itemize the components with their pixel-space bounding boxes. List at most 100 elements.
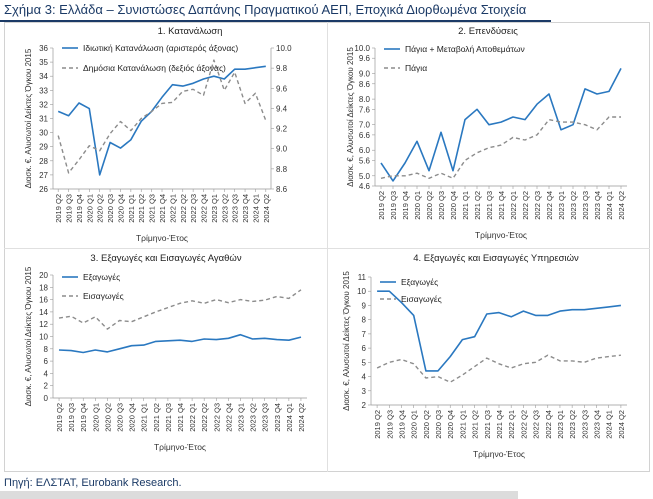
y-tick-label: 8 — [362, 316, 367, 325]
y2-tick-label: 8.8 — [276, 165, 288, 174]
x-tick-label: 2022 Q1 — [168, 194, 177, 223]
legend-label: Εξαγωγές — [401, 277, 438, 287]
x-tick-label: 2019 Q3 — [385, 410, 394, 439]
y2-tick-label: 9.6 — [276, 84, 288, 93]
series-line-1 — [58, 333, 302, 354]
x-tick-label: 2022 Q4 — [224, 403, 233, 432]
legend-label: Εισαγωγές — [401, 294, 442, 304]
y-tick-label: 34 — [39, 72, 48, 81]
x-tick-label: 2020 Q2 — [96, 194, 105, 223]
legend-label: Πάγια — [405, 63, 427, 73]
y-tick-label: 5 — [362, 358, 367, 367]
x-tick-label: 2024 Q1 — [251, 194, 260, 223]
y2-tick-label: 9.0 — [276, 145, 288, 154]
y-tick-label: 6 — [44, 357, 49, 366]
x-tick-label: 2019 Q4 — [397, 410, 406, 439]
y2-tick-label: 9.4 — [276, 104, 288, 113]
y-tick-label: 11 — [358, 273, 367, 282]
x-tick-label: 2021 Q3 — [485, 191, 494, 220]
x-tick-label: 2020 Q4 — [128, 403, 137, 432]
x-tick-label: 2020 Q3 — [437, 191, 446, 220]
source-note: Πηγή: ΕΛΣΤΑΤ, Eurobank Research. — [4, 477, 182, 489]
chart-panel-3: 3. Εξαγωγές και Εισαγωγές Αγαθών 0 2 4 6 8 10 1… — [24, 253, 307, 452]
x-tick-label: 2019 Q2 — [377, 191, 386, 220]
x-tick-label: 2022 Q4 — [544, 410, 553, 439]
y-tick-label: 28 — [39, 157, 48, 166]
y-tick-label: 14 — [39, 308, 48, 317]
x-tick-label: 2021 Q4 — [158, 194, 167, 223]
x-tick-label: 2020 Q3 — [116, 403, 125, 432]
x-tick-label: 2020 Q4 — [116, 194, 125, 223]
y-tick-label: 4 — [362, 373, 367, 382]
y-tick-label: 10 — [357, 287, 366, 296]
y-tick-label: 3 — [362, 387, 367, 396]
x-tick-label: 2019 Q2 — [373, 410, 382, 439]
x-tick-label: 2023 Q3 — [581, 191, 590, 220]
series-line-1 — [377, 290, 621, 372]
x-tick-label: 2023 Q2 — [568, 410, 577, 439]
y2-tick-label: 9.2 — [276, 125, 288, 134]
x-tick-label: 2023 Q1 — [210, 194, 219, 223]
x-tick-label: 2024 Q2 — [297, 403, 306, 432]
y2-tick-label: 10.0 — [276, 44, 292, 53]
x-tick-label: 2022 Q1 — [507, 410, 516, 439]
y-tick-label: 16 — [39, 296, 48, 305]
x-tick-label: 2020 Q4 — [449, 191, 458, 220]
y-tick-label: 6.0 — [359, 146, 371, 155]
x-axis-label: Τρίμηνο-Έτος — [475, 230, 527, 240]
y-tick-label: 27 — [39, 171, 48, 180]
series-line-2 — [380, 116, 621, 180]
x-tick-label: 2023 Q1 — [236, 403, 245, 432]
y2-tick-label: 8.6 — [276, 185, 288, 194]
y-tick-label: 5.0 — [359, 172, 371, 181]
x-tick-label: 2020 Q2 — [422, 410, 431, 439]
x-tick-label: 2019 Q4 — [401, 191, 410, 220]
x-tick-label: 2021 Q2 — [473, 191, 482, 220]
x-tick-label: 2023 Q2 — [249, 403, 258, 432]
y-tick-label: 26 — [39, 185, 48, 194]
y-axis-label: Διασκ. €, Αλυσωτοί Δείκτες Όγκου 2015 — [346, 47, 355, 187]
y-axis-label: Διασκ. €, Αλυσωτοί Δείκτες Όγκου 2015 — [24, 48, 33, 188]
x-tick-label: 2020 Q2 — [103, 403, 112, 432]
x-tick-label: 2023 Q1 — [556, 410, 565, 439]
x-tick-label: 2024 Q2 — [262, 194, 271, 223]
legend-label: Πάγια + Μεταβολή Αποθεμάτων — [405, 44, 525, 54]
x-tick-label: 2022 Q2 — [179, 194, 188, 223]
x-tick-label: 2020 Q4 — [446, 410, 455, 439]
series-line-2 — [58, 289, 302, 330]
panel-divider-horizontal — [4, 248, 650, 249]
x-tick-label: 2021 Q2 — [137, 194, 146, 223]
y-tick-label: 8 — [44, 345, 49, 354]
y-tick-label: 6 — [362, 344, 367, 353]
chart-title: 4. Εξαγωγές και Εισαγωγές Υπηρεσιών — [413, 253, 579, 264]
x-tick-label: 2021 Q4 — [497, 191, 506, 220]
title-underline — [0, 20, 551, 22]
series-line-2 — [57, 59, 267, 174]
y-tick-label: 0 — [44, 394, 49, 403]
chart-title: 3. Εξαγωγές και Εισαγωγές Αγαθών — [90, 253, 241, 264]
y-tick-label: 7.0 — [359, 121, 371, 130]
figure-title: Σχήμα 3: Ελλάδα – Συνιστώσες Δαπάνης Πρα… — [4, 2, 527, 17]
y-tick-label: 12 — [39, 320, 48, 329]
y-tick-label: 35 — [39, 58, 48, 67]
y-tick-label: 9 — [362, 301, 367, 310]
y-tick-label: 29 — [39, 143, 48, 152]
x-tick-label: 2024 Q1 — [285, 403, 294, 432]
x-tick-label: 2023 Q2 — [569, 191, 578, 220]
x-tick-label: 2021 Q3 — [483, 410, 492, 439]
x-tick-label: 2022 Q2 — [521, 191, 530, 220]
y-tick-label: 9.0 — [359, 70, 371, 79]
chart-panel-4: 4. Εξαγωγές και Εισαγωγές Υπηρεσιών 2 3 4 5 6… — [342, 253, 627, 459]
y-tick-label: 8.0 — [359, 95, 371, 104]
y-tick-label: 18 — [39, 283, 48, 292]
x-tick-label: 2022 Q4 — [545, 191, 554, 220]
x-tick-label: 2022 Q3 — [189, 194, 198, 223]
y-tick-label: 7.6 — [359, 105, 371, 114]
x-tick-label: 2019 Q4 — [79, 403, 88, 432]
x-tick-label: 2023 Q4 — [241, 194, 250, 223]
y-tick-label: 6.6 — [359, 131, 371, 140]
x-tick-label: 2019 Q3 — [67, 403, 76, 432]
x-tick-label: 2020 Q1 — [91, 403, 100, 432]
y-tick-label: 2 — [44, 382, 49, 391]
